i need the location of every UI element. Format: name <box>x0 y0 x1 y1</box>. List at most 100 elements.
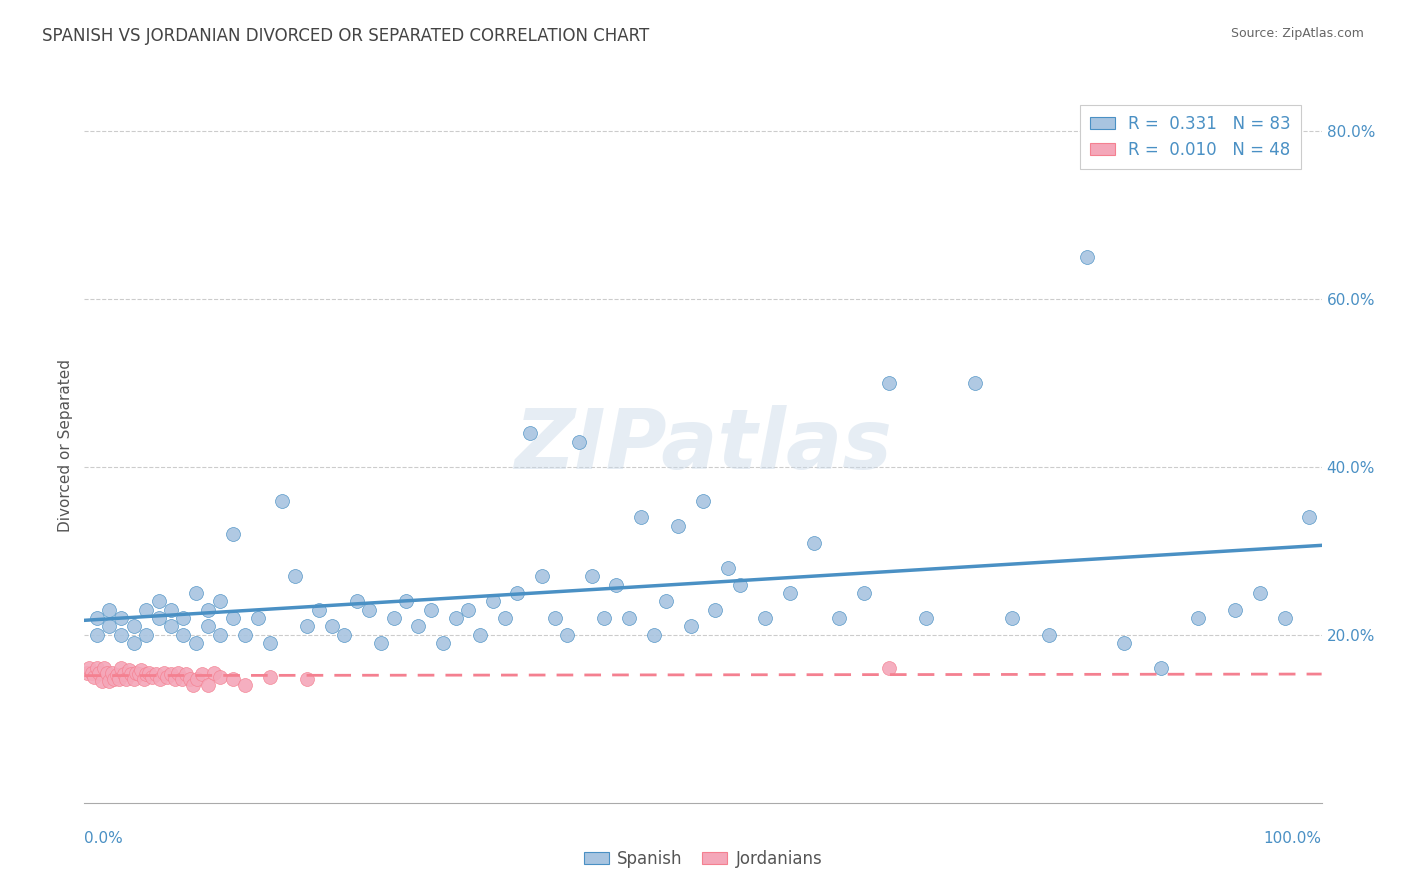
Point <box>233 678 256 692</box>
Point <box>167 665 190 680</box>
Point <box>174 667 197 681</box>
Point <box>83 670 105 684</box>
Point <box>233 628 256 642</box>
Point <box>1001 611 1024 625</box>
Point <box>803 535 825 549</box>
Point <box>160 619 183 633</box>
Point <box>728 577 751 591</box>
Point <box>271 493 294 508</box>
Point <box>852 586 875 600</box>
Point <box>555 628 578 642</box>
Point <box>321 619 343 633</box>
Point <box>506 586 529 600</box>
Point <box>118 663 141 677</box>
Point <box>160 603 183 617</box>
Point <box>382 611 405 625</box>
Point <box>222 672 245 686</box>
Text: ZIPatlas: ZIPatlas <box>515 406 891 486</box>
Point <box>581 569 603 583</box>
Point <box>470 628 492 642</box>
Text: Source: ZipAtlas.com: Source: ZipAtlas.com <box>1230 27 1364 40</box>
Point <box>395 594 418 608</box>
Point <box>222 527 245 541</box>
Point <box>432 636 454 650</box>
Point <box>148 594 170 608</box>
Point <box>80 665 103 680</box>
Point <box>481 594 503 608</box>
Point <box>115 672 138 686</box>
Point <box>110 661 132 675</box>
Point <box>209 594 232 608</box>
Point <box>122 636 145 650</box>
Text: SPANISH VS JORDANIAN DIVORCED OR SEPARATED CORRELATION CHART: SPANISH VS JORDANIAN DIVORCED OR SEPARAT… <box>42 27 650 45</box>
Point <box>666 518 689 533</box>
Point <box>172 628 194 642</box>
Point <box>86 628 108 642</box>
Point <box>246 611 269 625</box>
Point <box>568 434 591 449</box>
Point <box>132 672 155 686</box>
Point <box>295 619 318 633</box>
Point <box>308 603 330 617</box>
Point <box>86 611 108 625</box>
Point <box>163 672 186 686</box>
Point <box>679 619 702 633</box>
Point <box>96 665 118 680</box>
Point <box>120 667 142 681</box>
Point <box>156 670 179 684</box>
Point <box>655 594 678 608</box>
Point <box>110 628 132 642</box>
Point <box>149 672 172 686</box>
Point <box>630 510 652 524</box>
Point <box>191 667 214 681</box>
Point <box>531 569 554 583</box>
Point <box>370 636 392 650</box>
Point <box>284 569 307 583</box>
Point <box>408 619 430 633</box>
Point <box>1249 586 1271 600</box>
Point <box>965 376 987 390</box>
Point <box>122 672 145 686</box>
Point <box>444 611 467 625</box>
Point <box>135 603 157 617</box>
Point <box>128 667 150 681</box>
Point <box>494 611 516 625</box>
Text: 100.0%: 100.0% <box>1264 831 1322 846</box>
Point <box>76 665 98 680</box>
Point <box>184 636 207 650</box>
Point <box>692 493 714 508</box>
Point <box>519 426 541 441</box>
Point <box>1150 661 1173 675</box>
Point <box>197 678 219 692</box>
Point <box>141 670 163 684</box>
Point <box>1274 611 1296 625</box>
Point <box>1112 636 1135 650</box>
Point <box>419 603 441 617</box>
Legend: R =  0.331   N = 83, R =  0.010   N = 48: R = 0.331 N = 83, R = 0.010 N = 48 <box>1080 104 1301 169</box>
Point <box>209 670 232 684</box>
Point <box>181 678 204 692</box>
Point <box>103 672 125 686</box>
Point <box>148 611 170 625</box>
Point <box>79 661 101 675</box>
Point <box>457 603 479 617</box>
Point <box>98 603 121 617</box>
Point <box>90 674 112 689</box>
Legend: Spanish, Jordanians: Spanish, Jordanians <box>576 844 830 875</box>
Point <box>543 611 565 625</box>
Point <box>617 611 640 625</box>
Point <box>643 628 665 642</box>
Point <box>197 603 219 617</box>
Point <box>828 611 851 625</box>
Point <box>152 665 174 680</box>
Point <box>1038 628 1060 642</box>
Point <box>209 628 232 642</box>
Point <box>98 674 121 689</box>
Point <box>110 611 132 625</box>
Point <box>914 611 936 625</box>
Point <box>877 376 900 390</box>
Point <box>259 670 281 684</box>
Point <box>605 577 627 591</box>
Point <box>346 594 368 608</box>
Point <box>1076 250 1098 264</box>
